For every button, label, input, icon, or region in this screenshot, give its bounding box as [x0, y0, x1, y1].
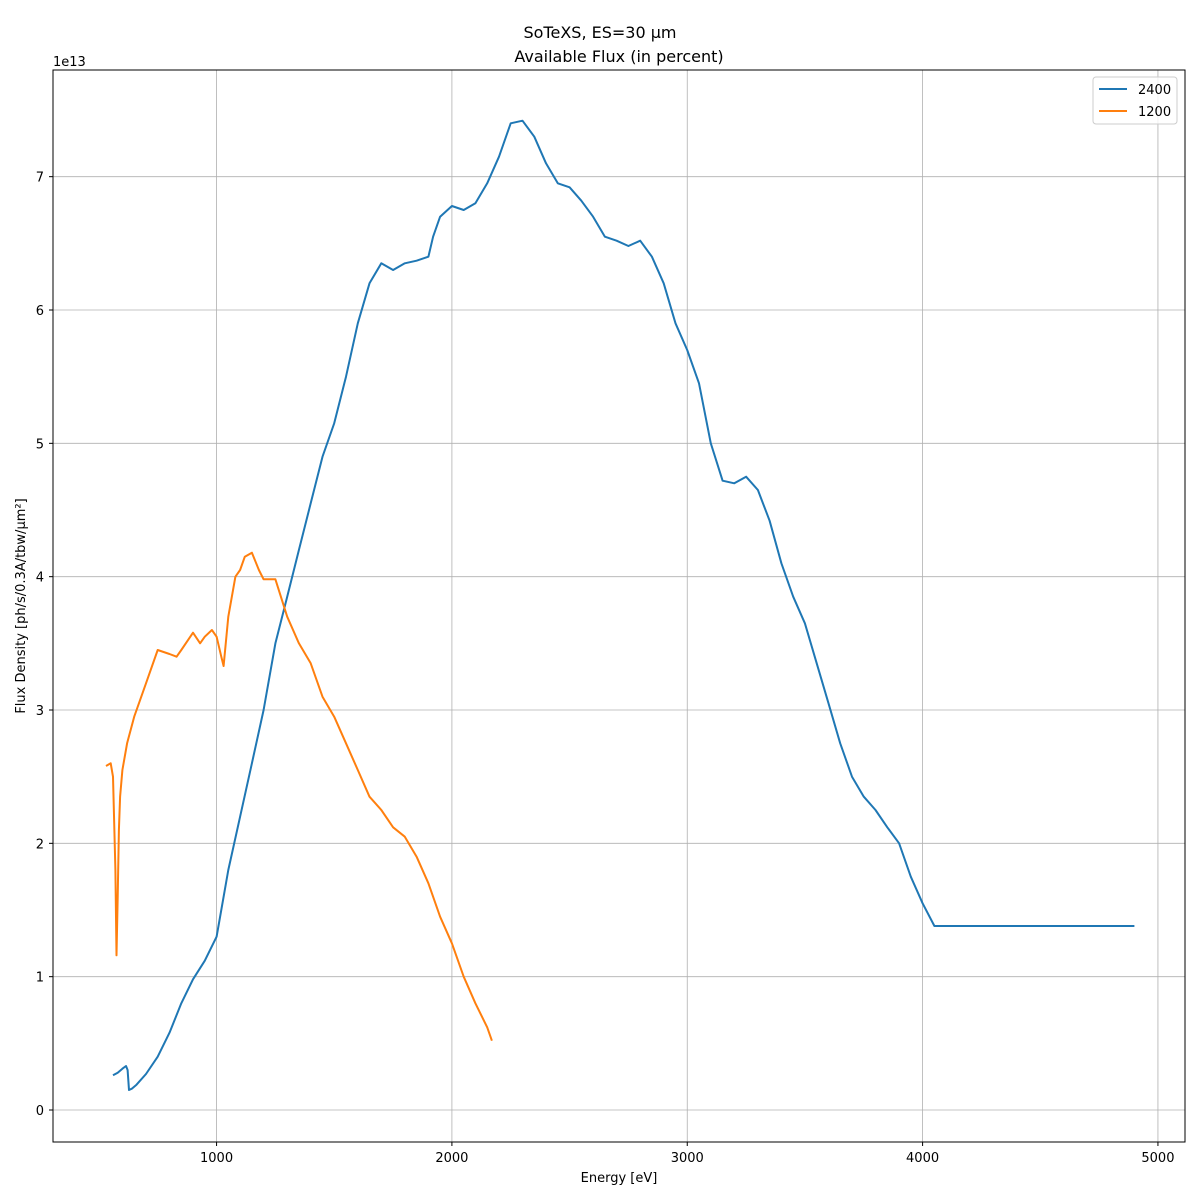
y-offset-label: 1e13	[53, 55, 86, 70]
y-tick-label: 7	[36, 171, 44, 186]
y-tick-label: 3	[36, 704, 44, 719]
y-tick-label: 4	[36, 571, 44, 586]
chart-suptitle: SoTeXS, ES=30 µm	[523, 23, 676, 42]
x-tick-label: 1000	[200, 1151, 233, 1166]
legend-label-2400: 2400	[1138, 83, 1171, 98]
x-tick-label: 4000	[906, 1151, 939, 1166]
chart-title: Available Flux (in percent)	[514, 47, 723, 66]
x-tick-label: 5000	[1141, 1151, 1174, 1166]
x-axis-label: Energy [eV]	[581, 1171, 658, 1186]
y-tick-label: 6	[36, 304, 44, 319]
y-tick-label: 2	[36, 837, 44, 852]
y-tick-label: 0	[36, 1104, 44, 1119]
y-tick-label: 5	[36, 437, 44, 452]
legend-label-1200: 1200	[1138, 105, 1171, 120]
legend: 2400 1200	[1093, 77, 1177, 124]
y-axis-label: Flux Density [ph/s/0.3A/tbw/µm²]	[14, 498, 29, 713]
y-tick-label: 1	[36, 971, 44, 986]
x-tick-label: 2000	[435, 1151, 468, 1166]
x-tick-label: 3000	[671, 1151, 704, 1166]
